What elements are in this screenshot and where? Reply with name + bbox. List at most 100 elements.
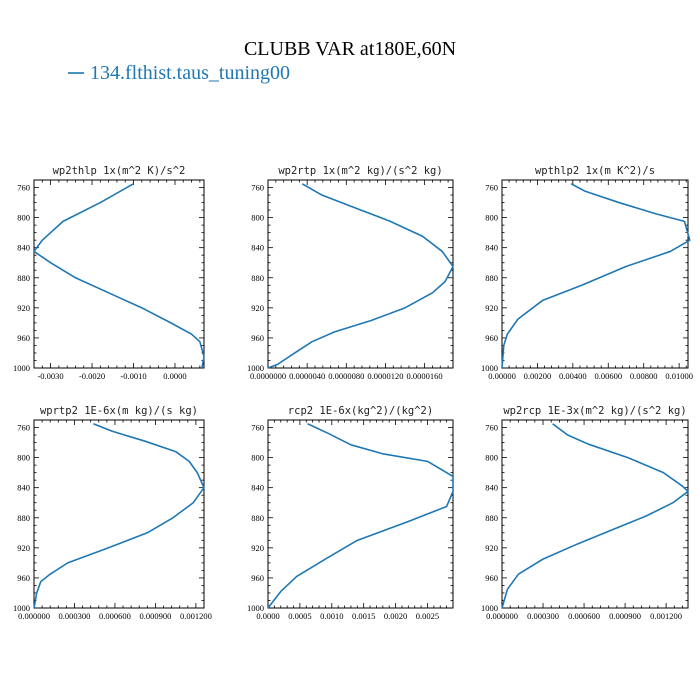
y-tick-label: 960	[485, 333, 498, 343]
x-tick-label: 0.001200	[650, 611, 682, 621]
y-tick-label: 1000	[481, 363, 498, 373]
series-line-1	[267, 423, 454, 609]
y-tick-label: 840	[17, 243, 30, 253]
y-tick-label: 840	[251, 243, 264, 253]
x-tick-label: 0.000000	[18, 611, 50, 621]
y-tick-label: 960	[17, 333, 30, 343]
y-tick-label: 920	[485, 303, 498, 313]
legend: 134.flthist.taus_tuning00	[68, 62, 290, 84]
y-tick-label: 1000	[247, 363, 264, 373]
y-tick-label: 960	[17, 573, 30, 583]
chart-panel-3: wpthlp2 1x(m K^2)/s 760 800 840 880 920 960 100…	[481, 165, 693, 381]
x-tick-label: 0.001200	[180, 611, 212, 621]
y-tick-label: 760	[485, 423, 498, 433]
y-tick-label: 760	[251, 183, 264, 193]
y-tick-label: 960	[485, 573, 498, 583]
x-tick-label: 0.000900	[139, 611, 171, 621]
x-tick-label: 0.000000	[486, 611, 518, 621]
x-tick-label: 0.000300	[59, 611, 91, 621]
y-tick-label: 1000	[481, 603, 498, 613]
x-tick-label: 0.0000160	[407, 371, 443, 381]
y-tick-label: 1000	[247, 603, 264, 613]
plot-frame	[501, 419, 689, 609]
panel-title: rcp2 1E-6x(kg^2)/(kg^2)	[288, 405, 433, 417]
y-tick-label: 840	[251, 483, 264, 493]
x-tick-label: 0.0000120	[367, 371, 403, 381]
x-tick-label: 0.00800	[630, 371, 658, 381]
y-tick-label: 760	[251, 423, 264, 433]
plot-frame	[267, 179, 454, 369]
panel-title: wprtp2 1E-6x(m kg)/(s kg)	[40, 405, 198, 417]
y-tick-label: 880	[17, 273, 30, 283]
chart-panel-5: rcp2 1E-6x(kg^2)/(kg^2) 760 800 840 880 920 96…	[247, 405, 454, 621]
x-tick-label: 0.0015	[352, 611, 375, 621]
series-line-1	[33, 423, 205, 609]
y-tick-label: 880	[251, 513, 264, 523]
x-tick-label: 0.0025	[416, 611, 439, 621]
x-tick-label: 0.0010	[320, 611, 343, 621]
y-tick-label: 920	[17, 543, 30, 553]
x-tick-label: 0.000600	[99, 611, 131, 621]
y-tick-label: 840	[17, 483, 30, 493]
series-line-1	[501, 423, 689, 609]
y-tick-label: 800	[485, 453, 498, 463]
plot-frame	[267, 419, 454, 609]
y-tick-label: 880	[17, 513, 30, 523]
x-tick-label: 0.000300	[527, 611, 559, 621]
x-tick-label: 0.01000	[665, 371, 693, 381]
y-tick-label: 760	[17, 183, 30, 193]
y-tick-label: 800	[17, 213, 30, 223]
y-tick-label: 1000	[13, 363, 30, 373]
y-tick-label: 840	[485, 243, 498, 253]
x-tick-label: 0.0000000	[250, 371, 286, 381]
x-tick-label: 0.00000	[488, 371, 516, 381]
panel-title: wpthlp2 1x(m K^2)/s	[535, 165, 655, 177]
panel-title: wp2rcp 1E-3x(m^2 kg)/(s^2 kg)	[503, 405, 686, 417]
y-tick-label: 960	[251, 573, 264, 583]
chart-panel-6: wp2rcp 1E-3x(m^2 kg)/(s^2 kg) 760 800 840 88…	[481, 405, 689, 621]
x-tick-label: -0.0020	[79, 371, 105, 381]
y-tick-label: 760	[17, 423, 30, 433]
x-tick-label: -0.0030	[37, 371, 63, 381]
x-tick-label: 0.000600	[568, 611, 600, 621]
y-tick-label: 880	[251, 273, 264, 283]
panels: wp2thlp 1x(m^2 K)/s^2 760 800 840 880 920 960 1…	[13, 165, 693, 621]
figure-title: CLUBB VAR at180E,60N	[244, 38, 456, 60]
y-tick-label: 920	[251, 303, 264, 313]
x-tick-label: 0.000900	[609, 611, 641, 621]
x-tick-label: 0.0000	[163, 371, 186, 381]
y-tick-label: 920	[251, 543, 264, 553]
chart-panel-2: wp2rtp 1x(m^2 kg)/(s^2 kg) 760 800 840 880 92…	[247, 165, 454, 381]
plot-frame	[501, 179, 689, 369]
series-line-1	[33, 183, 205, 369]
y-tick-label: 920	[17, 303, 30, 313]
series-line-1	[267, 183, 454, 369]
y-tick-label: 800	[251, 453, 264, 463]
x-tick-label: 0.0000	[256, 611, 279, 621]
x-tick-label: 0.00600	[594, 371, 622, 381]
plot-frame	[33, 179, 205, 369]
legend-label: 134.flthist.taus_tuning00	[90, 62, 290, 84]
y-tick-label: 920	[485, 543, 498, 553]
x-tick-label: 0.00400	[559, 371, 587, 381]
x-tick-label: 0.0005	[288, 611, 311, 621]
x-tick-label: 0.00200	[524, 371, 552, 381]
y-tick-label: 800	[485, 213, 498, 223]
y-tick-label: 880	[485, 273, 498, 283]
y-tick-label: 960	[251, 333, 264, 343]
y-tick-label: 800	[17, 453, 30, 463]
x-tick-label: -0.0010	[120, 371, 146, 381]
y-tick-label: 880	[485, 513, 498, 523]
panel-title: wp2rtp 1x(m^2 kg)/(s^2 kg)	[278, 165, 442, 177]
plot-frame	[33, 419, 205, 609]
y-tick-label: 800	[251, 213, 264, 223]
x-tick-label: 0.0020	[384, 611, 407, 621]
chart-panel-1: wp2thlp 1x(m^2 K)/s^2 760 800 840 880 920 960 1…	[13, 165, 205, 381]
y-tick-label: 840	[485, 483, 498, 493]
x-tick-label: 0.0000040	[289, 371, 325, 381]
panel-title: wp2thlp 1x(m^2 K)/s^2	[53, 165, 186, 177]
chart-panel-4: wprtp2 1E-6x(m kg)/(s kg) 760 800 840 880 920…	[13, 405, 212, 621]
y-tick-label: 1000	[13, 603, 30, 613]
series-line-1	[501, 183, 691, 369]
